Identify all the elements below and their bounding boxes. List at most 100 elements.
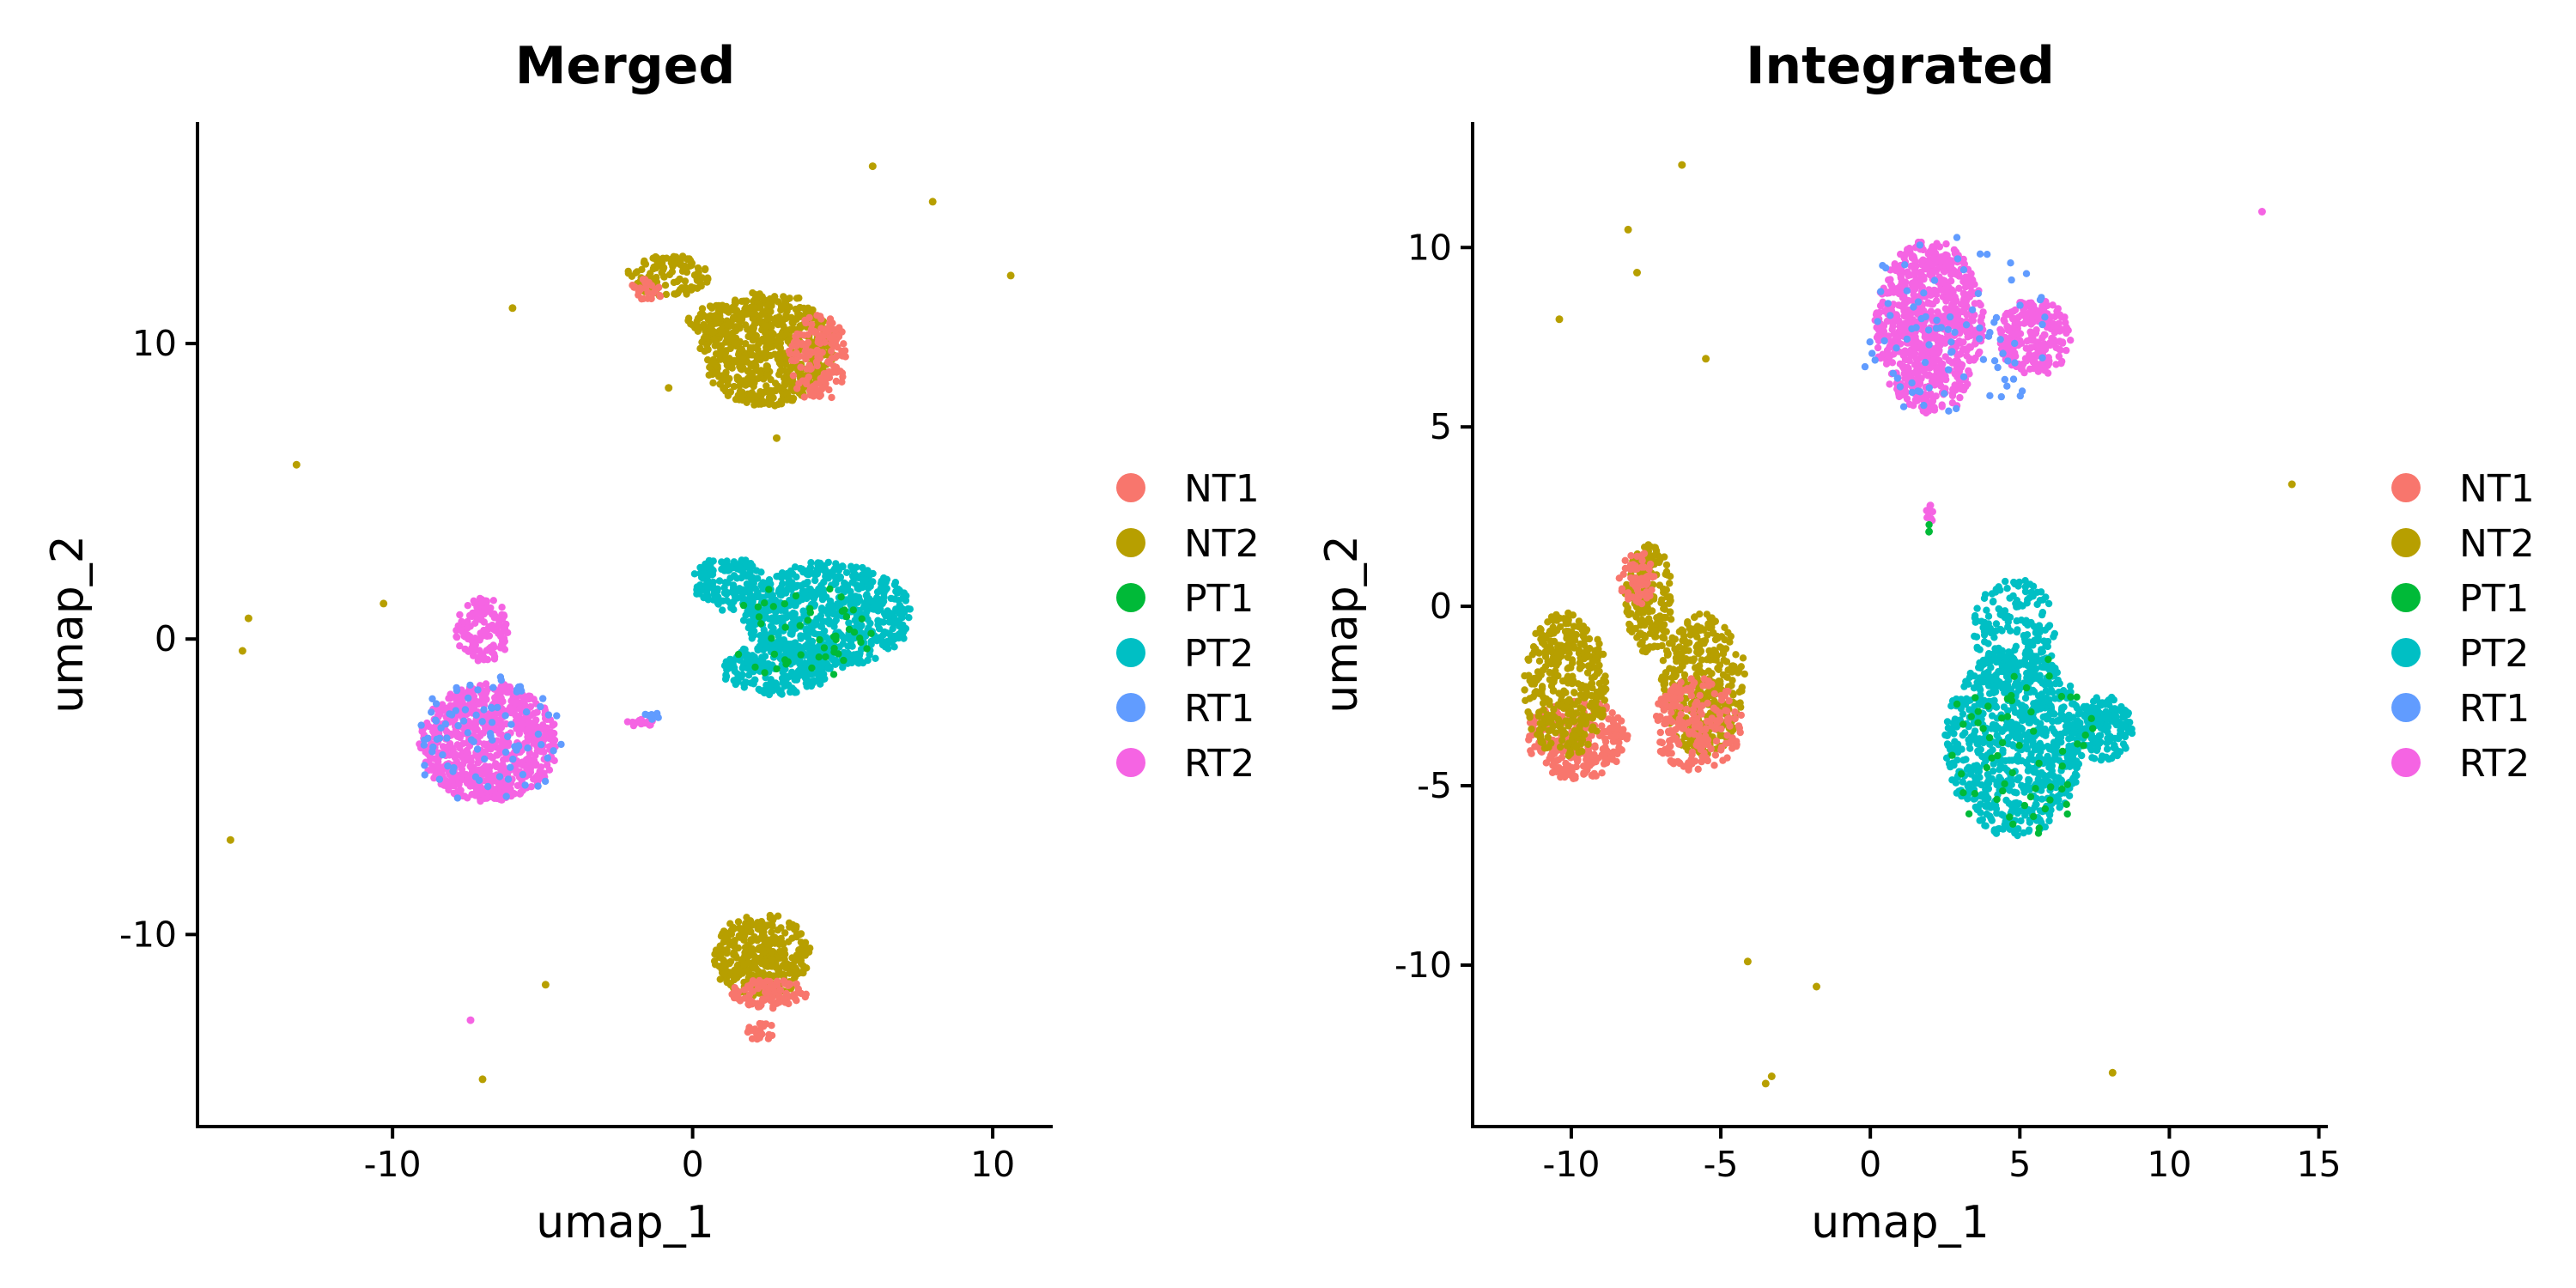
point <box>1945 407 1953 415</box>
point <box>833 352 841 360</box>
point <box>681 277 690 285</box>
point <box>867 629 875 637</box>
point <box>682 283 690 291</box>
point <box>844 649 853 658</box>
x-tick-label: 10 <box>970 1144 1015 1185</box>
point <box>815 653 823 661</box>
point <box>778 569 787 577</box>
point <box>1882 360 1891 368</box>
point <box>798 949 805 957</box>
point <box>1542 759 1551 767</box>
outlier-point <box>244 614 252 623</box>
point <box>1866 338 1874 346</box>
point <box>810 677 818 685</box>
point <box>1937 374 1946 382</box>
point <box>428 708 435 716</box>
point <box>454 622 462 630</box>
point <box>435 775 444 783</box>
point <box>748 1035 756 1042</box>
point <box>752 294 760 301</box>
point <box>1996 336 2004 343</box>
point <box>519 694 527 702</box>
point <box>477 616 485 624</box>
point <box>1557 773 1564 781</box>
point <box>724 380 732 389</box>
point <box>483 656 492 664</box>
point <box>1905 357 1913 365</box>
point <box>827 654 835 662</box>
point <box>538 726 546 733</box>
point <box>447 702 454 709</box>
point <box>780 293 787 301</box>
point <box>502 793 510 800</box>
point <box>662 290 671 299</box>
point <box>1861 362 1869 371</box>
point <box>746 574 754 581</box>
point <box>765 586 773 593</box>
point <box>432 716 440 724</box>
point <box>470 597 477 605</box>
point <box>481 755 489 763</box>
point <box>665 270 674 279</box>
point <box>761 599 769 607</box>
point <box>805 351 813 359</box>
point <box>480 706 488 714</box>
point <box>1976 324 1984 332</box>
point <box>887 594 895 603</box>
point <box>748 945 756 952</box>
point <box>1949 386 1957 393</box>
point <box>1912 337 1920 346</box>
point <box>861 600 869 609</box>
point <box>775 351 783 360</box>
point <box>1904 246 1911 253</box>
outlier-point <box>238 647 246 655</box>
point <box>807 365 815 373</box>
point <box>659 266 667 274</box>
point <box>1899 403 1908 410</box>
point <box>1942 240 1950 248</box>
point <box>704 315 713 324</box>
point <box>541 777 550 786</box>
point <box>887 610 896 617</box>
point <box>867 637 875 646</box>
point <box>495 783 503 791</box>
point <box>2014 320 2023 328</box>
outlier-point <box>292 460 301 469</box>
point <box>746 344 755 352</box>
point <box>690 570 699 578</box>
point <box>482 764 489 773</box>
point <box>1924 299 1932 307</box>
point <box>744 671 753 679</box>
point <box>738 556 745 564</box>
point <box>1886 276 1894 283</box>
point <box>507 684 514 692</box>
point <box>739 364 747 372</box>
point <box>769 329 776 337</box>
point <box>2062 319 2069 326</box>
point <box>1942 287 1950 295</box>
point <box>444 743 452 750</box>
point <box>732 299 740 307</box>
legend-swatch <box>1116 528 1145 557</box>
point <box>745 983 753 992</box>
point <box>777 302 786 310</box>
point <box>750 631 758 639</box>
point <box>421 762 428 769</box>
point <box>1969 317 1977 325</box>
point <box>1948 270 1957 277</box>
point <box>736 387 744 395</box>
point <box>458 769 465 778</box>
point <box>721 934 729 942</box>
point <box>660 273 668 281</box>
outlier-point <box>380 599 388 608</box>
point <box>494 703 501 712</box>
point <box>784 337 792 345</box>
point <box>724 579 732 586</box>
point <box>777 361 785 368</box>
point <box>713 319 720 327</box>
point <box>2026 365 2034 373</box>
point <box>799 568 807 576</box>
point <box>761 958 769 966</box>
point <box>488 719 496 726</box>
point <box>757 620 765 628</box>
